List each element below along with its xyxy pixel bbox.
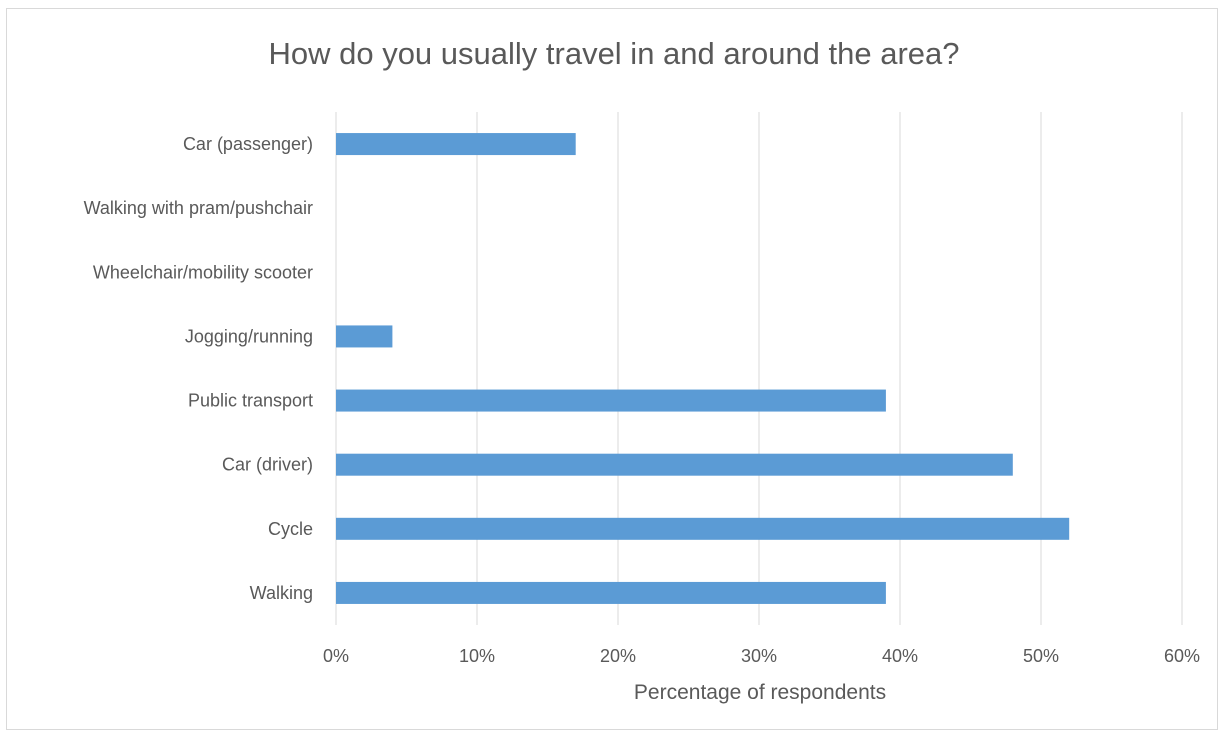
x-axis-title: Percentage of respondents bbox=[634, 681, 886, 704]
category-label: Wheelchair/mobility scooter bbox=[93, 262, 313, 282]
category-label: Cycle bbox=[268, 519, 313, 539]
x-tick-labels: 0% 10% 20% 30% 40% 50% 60% bbox=[323, 646, 1200, 666]
category-label: Walking bbox=[250, 583, 313, 603]
bar bbox=[336, 581, 886, 604]
category-label: Walking with pram/pushchair bbox=[84, 198, 313, 218]
x-tick-label: 50% bbox=[1023, 646, 1059, 666]
bar bbox=[336, 133, 576, 156]
category-labels: Walking Cycle Car (driver) Public transport… bbox=[84, 134, 313, 603]
x-tick-label: 20% bbox=[600, 646, 636, 666]
x-tick-label: 10% bbox=[459, 646, 495, 666]
x-tick-label: 60% bbox=[1164, 646, 1200, 666]
bars bbox=[336, 133, 1070, 604]
bar bbox=[336, 325, 393, 348]
bar bbox=[336, 517, 1070, 540]
x-tick-label: 0% bbox=[323, 646, 349, 666]
chart-frame bbox=[6, 8, 1218, 730]
chart-title: How do you usually travel in and around … bbox=[268, 36, 959, 71]
bar bbox=[336, 453, 1013, 476]
category-label: Car (driver) bbox=[222, 455, 313, 475]
bar bbox=[336, 389, 886, 412]
category-label: Public transport bbox=[188, 391, 313, 411]
x-tick-label: 30% bbox=[741, 646, 777, 666]
category-label: Jogging/running bbox=[185, 326, 313, 346]
gridlines bbox=[335, 112, 1183, 625]
category-label: Car (passenger) bbox=[183, 134, 313, 154]
x-tick-label: 40% bbox=[882, 646, 918, 666]
